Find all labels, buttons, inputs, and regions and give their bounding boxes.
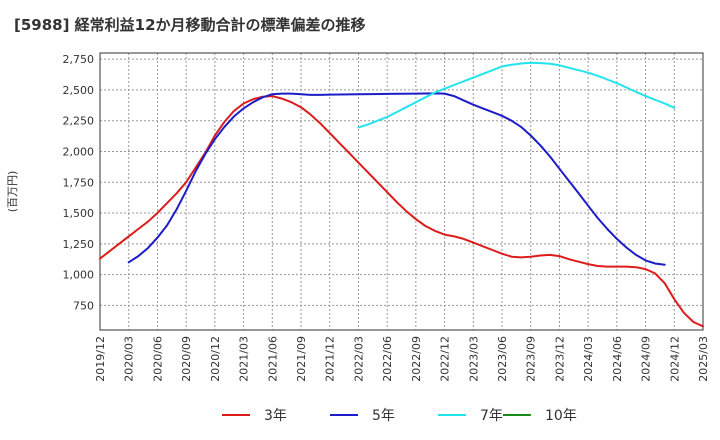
x-tick-label: 2021/12 [324,336,337,382]
y-tick-label: 2,500 [63,84,95,97]
y-tick-label: 1,250 [63,238,95,251]
series-line-5年 [127,92,666,266]
x-tick-label: 2023/03 [467,336,480,382]
legend-label-10年: 10年 [545,408,577,424]
x-tick-label: 2021/09 [295,336,308,382]
x-tick-label: 2024/06 [611,336,624,382]
x-tick-label: 2025/03 [697,336,710,382]
x-tick-label: 2020/03 [123,336,136,382]
y-tick-label: 1,000 [63,269,95,282]
y-tick-label: 2,000 [63,145,95,158]
plot-area [100,53,703,330]
legend-label-3年: 3年 [264,408,287,424]
y-tick-label: 2,750 [63,53,95,66]
x-tick-label: 2024/12 [668,336,681,382]
legend-label-7年: 7年 [480,408,503,424]
legend-label-5年: 5年 [372,408,395,424]
x-tick-label: 2020/06 [151,336,164,382]
x-tick-label: 2019/12 [94,336,107,382]
x-tick-label: 2022/03 [352,336,365,382]
y-axis-label: (百万円) [6,171,19,213]
y-tick-label: 750 [73,299,94,312]
x-tick-label: 2024/03 [582,336,595,382]
chart-title: [5988] 経常利益12か月移動合計の標準偏差の推移 [14,16,366,34]
x-tick-label: 2020/12 [209,336,222,382]
x-tick-label: 2022/12 [439,336,452,382]
x-tick-label: 2024/09 [640,336,653,382]
y-tick-label: 1,500 [63,207,95,220]
y-tick-label: 2,250 [63,115,95,128]
plot-border [99,52,704,331]
x-tick-label: 2023/06 [496,336,509,382]
series-line-3年 [99,95,704,328]
x-tick-label: 2021/06 [266,336,279,382]
x-tick-label: 2020/09 [180,336,193,382]
y-tick-label: 1,750 [63,176,95,189]
series-line-7年 [357,61,676,129]
x-tick-label: 2023/09 [525,336,538,382]
x-tick-label: 2021/03 [238,336,251,382]
x-tick-label: 2023/12 [553,336,566,382]
x-tick-label: 2022/06 [381,336,394,382]
x-tick-label: 2022/09 [410,336,423,382]
